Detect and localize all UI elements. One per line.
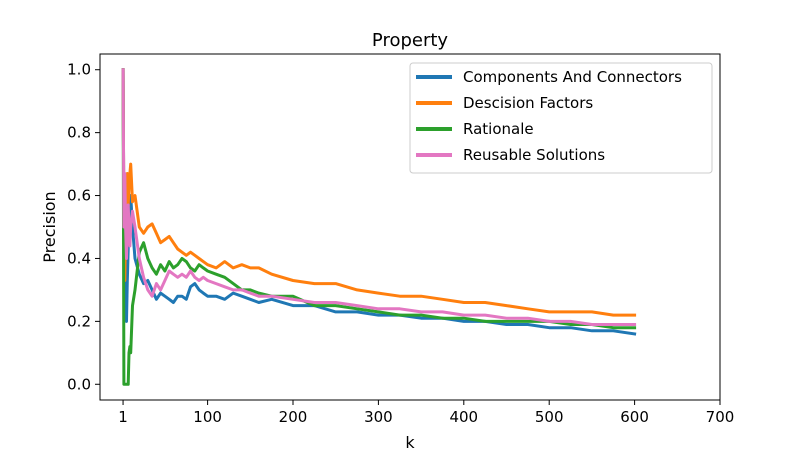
legend-box — [409, 62, 713, 174]
x-axis-label: k — [405, 433, 415, 450]
y-tick-label: 0.4 — [67, 249, 91, 267]
y-tick-label: 0.8 — [67, 124, 91, 142]
legend-label: Descision Factors — [463, 94, 593, 112]
legend-label: Rationale — [463, 120, 534, 138]
x-tick-label: 200 — [279, 408, 308, 426]
x-tick-label: 400 — [449, 408, 478, 426]
y-tick-label: 0.2 — [67, 312, 91, 330]
chart-title: Property — [372, 30, 449, 51]
x-tick-label: 300 — [364, 408, 393, 426]
series-line-4 — [121, 68, 637, 326]
series-line-2 — [121, 68, 637, 317]
series-lines — [121, 68, 637, 386]
y-axis-ticks: 0.0 0.2 0.4 0.6 0.8 1.0 — [67, 61, 100, 393]
plot-area — [99, 53, 721, 401]
y-axis-label: Precision — [40, 191, 59, 262]
x-tick-label: 700 — [706, 408, 735, 426]
axes-frame — [99, 53, 721, 401]
x-axis-ticks: 1 100 200 300 400 500 600 700 — [118, 400, 734, 426]
x-tick-label: 100 — [193, 408, 222, 426]
x-tick-label: 500 — [535, 408, 564, 426]
series-line-3 — [121, 68, 637, 386]
x-tick-label: 1 — [118, 408, 128, 426]
legend-label: Reusable Solutions — [463, 146, 605, 164]
y-tick-label: 1.0 — [67, 61, 91, 79]
legend-label: Components And Connectors — [463, 68, 682, 86]
legend: Components And Connectors Descision Facto… — [409, 62, 713, 174]
y-tick-label: 0.6 — [67, 187, 91, 205]
y-tick-label: 0.0 — [67, 375, 91, 393]
x-tick-label: 600 — [620, 408, 649, 426]
